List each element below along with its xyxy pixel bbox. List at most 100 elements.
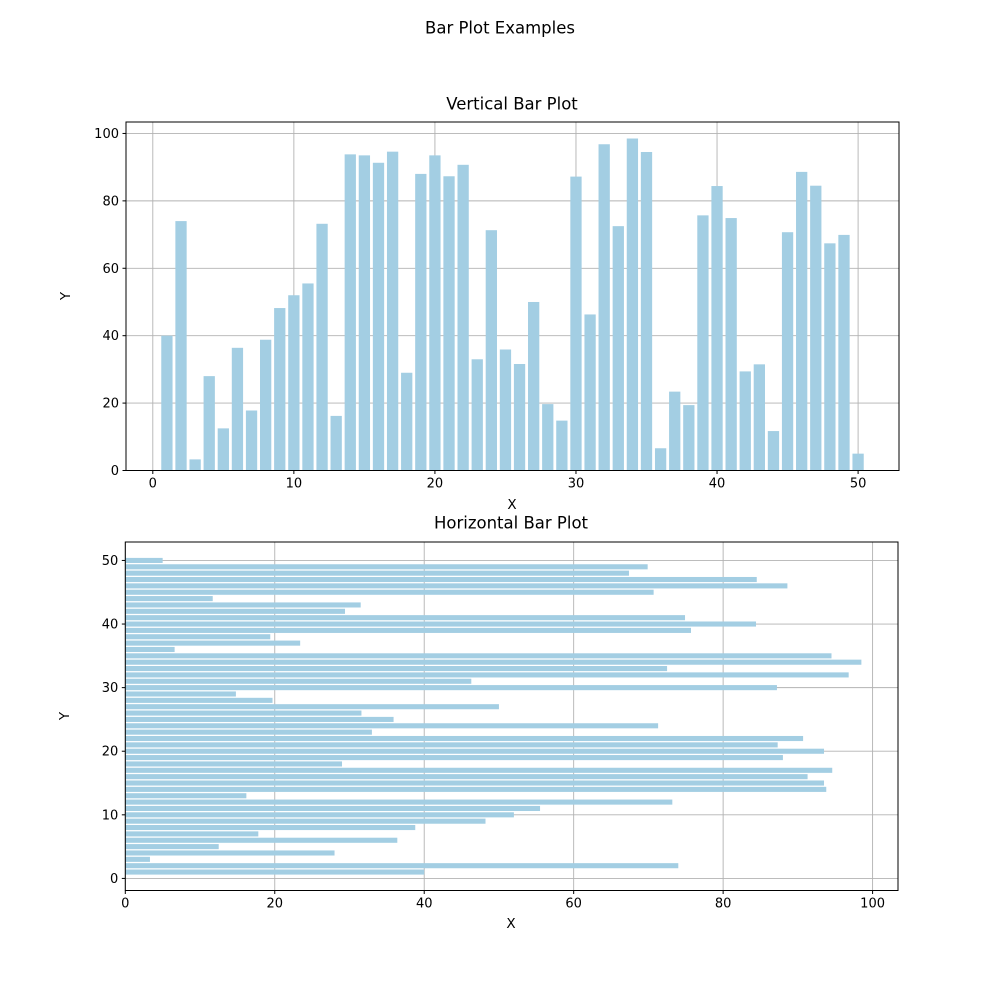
bar [288,295,300,471]
bar [175,221,187,471]
bar [513,363,526,471]
vertical-chart-title: Vertical Bar Plot [446,94,578,114]
bar [125,799,673,805]
bar [528,301,540,471]
bar [838,234,850,471]
y-tick-label: 60 [102,262,119,277]
y-tick-label: 30 [102,681,119,696]
bar [161,335,173,471]
bar [217,428,229,471]
bar [125,735,804,742]
bar [626,138,639,471]
bar [824,243,836,471]
bar [125,729,372,735]
x-tick-label: 20 [427,477,444,492]
horizontal-chart-ylabel: Y [57,711,73,721]
bar [125,793,247,799]
bar [125,869,425,875]
bar [125,767,833,773]
bar [125,583,788,589]
bar [125,602,361,608]
horizontal-chart-xlabel: X [506,916,516,932]
bar [767,431,780,471]
x-tick-label: 0 [121,897,129,912]
x-tick-label: 30 [568,477,585,492]
bar [584,314,596,471]
x-tick-label: 40 [416,897,433,912]
bar [125,723,659,729]
bar [125,691,236,697]
bar [810,185,822,471]
bar [125,653,832,659]
bar [125,716,394,722]
bar [125,774,808,780]
bar [125,576,757,583]
bar [711,186,723,471]
y-tick-label: 40 [102,329,119,344]
bar [781,232,794,471]
bar [125,570,629,576]
bar [125,678,472,684]
bar [316,223,328,471]
y-tick-label: 20 [102,397,119,412]
bar [669,391,681,471]
bar [260,339,272,471]
bar [231,347,244,471]
bar [125,850,335,856]
bar [556,420,568,471]
bar [302,283,314,471]
bar [125,818,486,824]
bar [796,171,808,471]
bar [125,640,301,646]
x-tick-label: 20 [266,897,283,912]
bar [125,621,757,627]
vertical-chart-xlabel: X [507,497,517,513]
vertical-chart-ylabel: Y [58,291,74,301]
bar [125,596,213,602]
bar [386,151,399,471]
bar [203,376,215,471]
bar [125,805,541,812]
y-tick-label: 0 [111,464,119,479]
bar [457,164,469,471]
bar [471,359,483,471]
bar [125,837,398,843]
y-tick-label: 20 [102,745,119,760]
bar [125,564,648,570]
bar [612,226,624,471]
y-tick-label: 80 [102,194,119,209]
bar [125,697,273,703]
bar [125,557,163,563]
bar [739,371,751,471]
x-tick-label: 0 [149,477,157,492]
y-tick-label: 40 [102,618,119,633]
bar [125,812,514,818]
bar [125,742,778,748]
bar [125,704,499,710]
bar [753,364,765,471]
bar [125,666,668,672]
bar [125,634,271,640]
figure-title: Bar Plot Examples [425,18,575,38]
axes-spines [124,541,899,891]
vertical-bar-plot: 0 10 20 30 40 50 0 20 40 60 80 100 [94,121,900,492]
bar [570,176,582,471]
horizontal-chart-title: Horizontal Bar Plot [433,513,589,533]
bar [189,459,201,471]
bar [125,844,219,850]
bar [401,372,413,471]
bar [598,144,610,471]
x-tick-label: 80 [715,897,732,912]
horizontal-bar-plot: 0 20 40 60 80 100 0 10 20 30 40 50 [102,541,899,912]
bar [274,308,286,471]
bar [640,151,653,471]
bar [125,863,679,869]
x-tick-label: 100 [860,897,885,912]
bar [697,215,709,471]
x-tick-label: 50 [850,477,867,492]
bar [125,659,862,665]
bar [125,748,825,754]
x-tick-label: 40 [709,477,726,492]
bar [125,761,343,767]
